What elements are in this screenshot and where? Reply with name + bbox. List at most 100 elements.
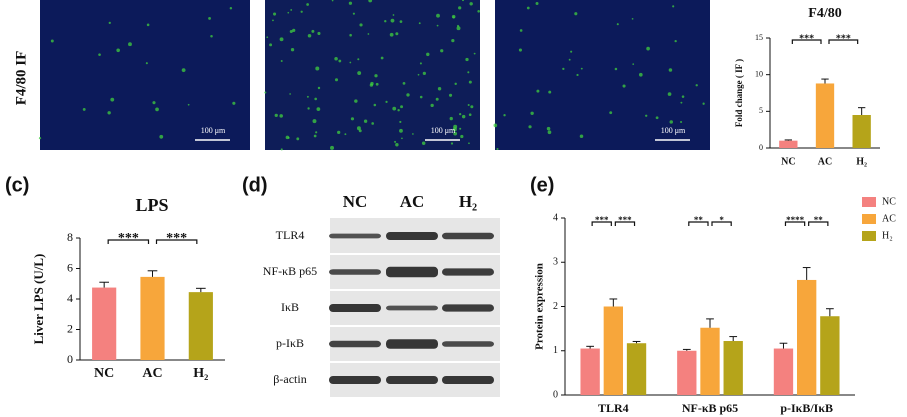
sig-bracket xyxy=(784,221,806,226)
blot-band xyxy=(442,268,494,276)
if-signal xyxy=(349,61,352,64)
scale-label: 100 μm xyxy=(661,126,686,135)
if-signal xyxy=(359,23,363,27)
chart-title: F4/80 xyxy=(808,6,841,21)
sig-bracket xyxy=(155,239,198,244)
blot-column: AC xyxy=(400,192,425,211)
if-signal xyxy=(331,0,334,2)
if-signal xyxy=(300,10,303,13)
panel-label: (c) xyxy=(5,174,29,196)
if-signal xyxy=(317,31,321,35)
sig-bracket xyxy=(791,39,822,44)
if-signal xyxy=(632,63,635,65)
sig-bracket xyxy=(591,221,612,226)
bar xyxy=(700,327,720,395)
if-signal xyxy=(394,140,397,143)
if-signal xyxy=(518,48,522,52)
if-signal xyxy=(306,95,309,98)
if-signal xyxy=(82,107,86,111)
if-signal xyxy=(289,93,291,95)
sig-label: *** xyxy=(118,231,139,246)
if-signal xyxy=(289,29,293,34)
if-images xyxy=(40,0,710,150)
bar xyxy=(140,276,165,360)
if-signal xyxy=(337,130,341,135)
sig-bracket xyxy=(808,221,829,226)
if-signal xyxy=(334,56,338,61)
blot-row-label: β-actin xyxy=(273,372,306,386)
if-signal xyxy=(436,24,439,27)
if-signal xyxy=(459,113,462,116)
y-axis-label: Protein expression xyxy=(534,263,546,350)
bar xyxy=(92,287,117,360)
sig-label: *** xyxy=(836,33,851,44)
if-signal xyxy=(375,82,379,86)
if-signal xyxy=(307,33,312,38)
sig-label: ** xyxy=(814,215,824,225)
sig-bracket xyxy=(828,39,859,44)
blot-band xyxy=(329,304,381,312)
if-signal xyxy=(392,14,395,16)
if-signal xyxy=(401,137,403,140)
if-label: F4/80 IF xyxy=(13,51,29,106)
if-signal xyxy=(547,130,552,135)
if-signal xyxy=(418,22,421,25)
y-tick-label: 6 xyxy=(67,260,73,274)
x-tick-label: AC xyxy=(818,156,832,167)
bar xyxy=(773,348,794,395)
if-signal xyxy=(638,72,643,77)
panel-label: (e) xyxy=(530,174,554,196)
blot-row-label: IκB xyxy=(281,300,299,314)
if-signal xyxy=(272,12,277,16)
if-signal xyxy=(306,3,309,6)
y-tick-label: 1 xyxy=(553,345,558,356)
if-signal xyxy=(399,128,403,133)
blot-band xyxy=(386,305,438,311)
if-signal xyxy=(609,111,613,115)
if-signal xyxy=(400,105,404,109)
if-signal xyxy=(330,145,335,150)
if-signal xyxy=(290,9,293,11)
blot-band xyxy=(386,266,438,278)
if-signal xyxy=(536,89,540,93)
sig-label: **** xyxy=(786,215,805,225)
panel-label: (d) xyxy=(242,174,268,196)
y-tick-label: 2 xyxy=(67,321,73,335)
if-signal xyxy=(390,18,395,23)
if-signal xyxy=(456,24,460,28)
if-signal xyxy=(38,136,42,140)
if-signal xyxy=(311,29,315,33)
if-signal xyxy=(116,48,120,53)
if-signal xyxy=(50,39,54,43)
sig-bracket xyxy=(614,221,636,226)
if-signal xyxy=(208,17,211,20)
legend-swatch xyxy=(862,231,876,241)
if-signal xyxy=(315,66,320,71)
chart-title: LPS xyxy=(135,195,168,215)
if-signal xyxy=(493,123,498,128)
blot-band xyxy=(442,376,494,384)
if-signal xyxy=(451,38,455,43)
if-signal xyxy=(232,101,236,105)
if-signal xyxy=(421,141,426,146)
if-signal xyxy=(181,68,186,73)
if-signal xyxy=(412,133,414,135)
if-signal xyxy=(456,26,461,31)
x-tick-label: TLR4 xyxy=(598,401,629,415)
if-signal xyxy=(107,111,111,115)
blot-band xyxy=(386,339,438,349)
x-tick-label: NC xyxy=(94,366,114,381)
if-signal xyxy=(374,74,378,78)
y-axis-label: Fold change ( IF ) xyxy=(734,59,744,127)
sig-label: *** xyxy=(595,215,609,225)
if-signal xyxy=(287,11,290,14)
if-signal xyxy=(349,33,352,37)
if-signal xyxy=(313,134,317,138)
blot-band xyxy=(442,232,494,240)
if-signal xyxy=(449,116,453,121)
if-signal xyxy=(334,78,339,82)
if-signal xyxy=(290,48,295,52)
y-tick-label: 15 xyxy=(755,33,763,42)
if-signal xyxy=(469,2,473,6)
if-signal xyxy=(453,124,458,129)
